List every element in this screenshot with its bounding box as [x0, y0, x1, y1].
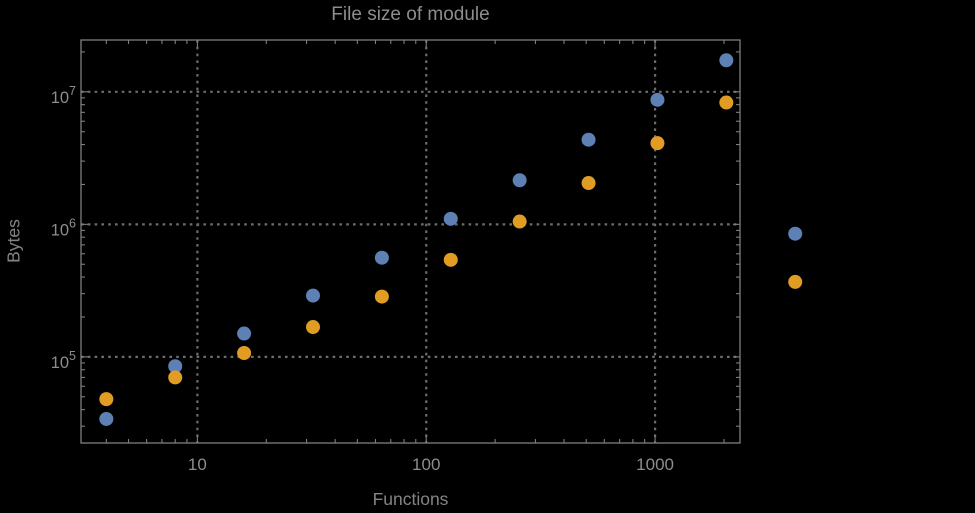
x-tick-label-1000: 1000 — [636, 455, 674, 474]
data-point-s2-x128 — [443, 252, 458, 267]
y-tick-label-10e6: 106 — [51, 216, 76, 239]
data-point-s1-x64 — [374, 250, 389, 265]
data-point-s1-x8 — [168, 359, 183, 374]
x-tick-label-100: 100 — [412, 455, 440, 474]
plot-frame — [80, 39, 741, 444]
data-point-s1-x16 — [237, 326, 252, 341]
data-point-s2-x64 — [374, 289, 389, 304]
y-axis-label: Bytes — [3, 219, 24, 263]
y-tick-label-10e5: 105 — [51, 349, 76, 372]
y-tick-label-10e7: 107 — [51, 84, 76, 107]
data-point-s1-x2048 — [719, 53, 734, 68]
data-point-s2-x2048 — [719, 95, 734, 110]
data-point-s1-x4096 — [788, 226, 803, 241]
x-tick-label-10: 10 — [188, 455, 207, 474]
data-point-s2-x32 — [305, 320, 320, 335]
data-point-s1-x4 — [99, 411, 114, 426]
chart-title: File size of module — [331, 4, 490, 25]
data-point-s2-x8 — [168, 370, 183, 385]
data-point-s1-x1024 — [650, 92, 665, 107]
data-point-s1-x256 — [512, 173, 527, 188]
data-point-s2-x1024 — [650, 136, 665, 151]
x-axis-label: Functions — [372, 489, 449, 509]
data-point-s1-x32 — [305, 288, 320, 303]
data-point-s2-x256 — [512, 214, 527, 229]
data-point-s1-x128 — [443, 211, 458, 226]
data-point-s2-x16 — [237, 345, 252, 360]
data-point-s2-x512 — [581, 176, 596, 191]
data-point-s2-x4096 — [788, 274, 803, 289]
data-point-s1-x512 — [581, 132, 596, 147]
data-point-s2-x4 — [99, 392, 114, 407]
